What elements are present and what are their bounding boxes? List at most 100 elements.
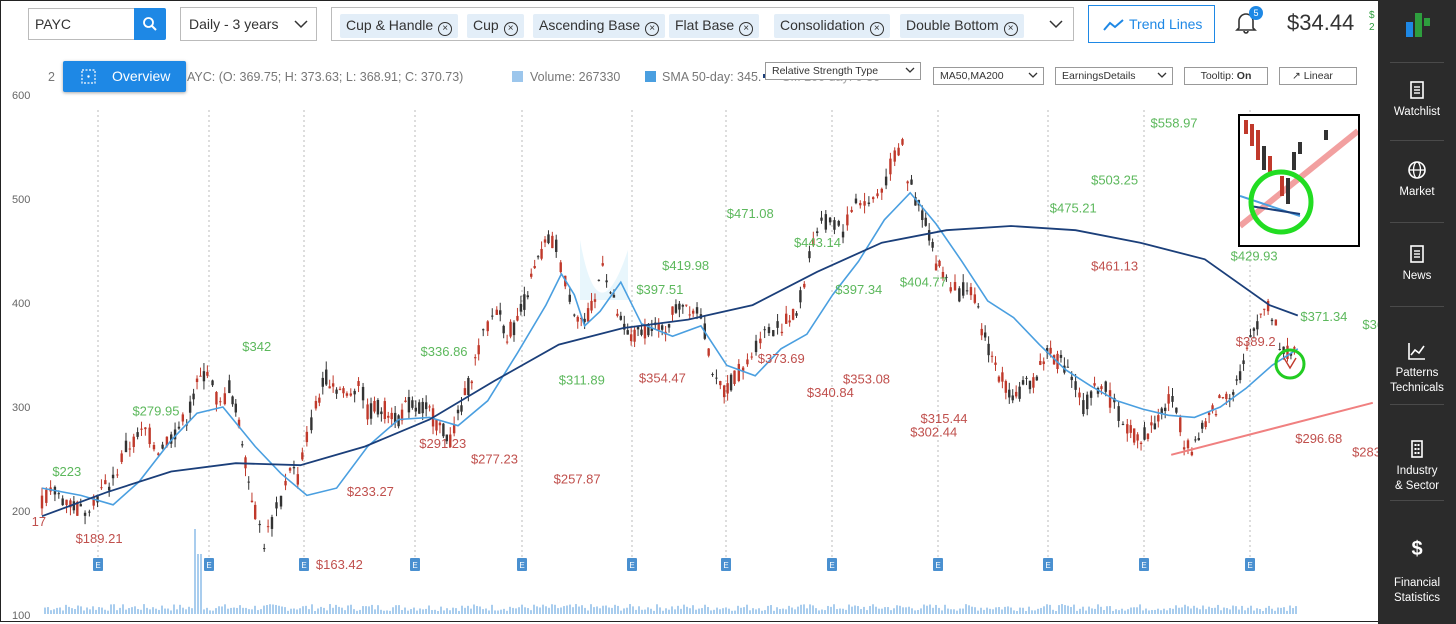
remove-chip-icon[interactable]: × <box>645 22 660 36</box>
candle-body <box>691 310 695 314</box>
candle-body <box>636 326 640 330</box>
sidebar-item-industry[interactable]: Industry & Sector <box>1378 424 1456 509</box>
candle-body <box>1153 423 1157 430</box>
pattern-chip-cup[interactable]: Cup × <box>467 14 524 38</box>
scale-toggle[interactable]: ↗ Linear <box>1279 67 1357 85</box>
candle-body <box>1266 300 1270 312</box>
volume-bar <box>614 604 616 614</box>
volume-bar <box>167 608 169 614</box>
candle-body <box>803 283 806 288</box>
pattern-thumbnail[interactable] <box>1238 114 1360 247</box>
candle-body <box>456 409 460 414</box>
candle-body <box>850 209 853 212</box>
candle-body <box>1235 379 1238 381</box>
candle-body <box>1146 433 1150 439</box>
volume-bar <box>1202 605 1204 614</box>
candle-body <box>96 494 99 503</box>
pattern-filter[interactable]: Cup & Handle × Cup × Ascending Base × Flat … <box>331 7 1074 41</box>
search-button[interactable] <box>134 8 166 40</box>
earnings-details-select[interactable]: EarningsDetails <box>1055 67 1173 85</box>
candle-body <box>647 323 650 336</box>
earnings-marker-box <box>204 558 214 571</box>
candle-body <box>795 313 798 316</box>
sidebar-item-financial[interactable]: $ Financial Statistics <box>1378 522 1456 621</box>
low-price-label: $353.08 <box>843 372 890 387</box>
volume-bar <box>422 609 424 614</box>
moving-average-select[interactable]: MA50,MA200 <box>933 67 1044 85</box>
price-chart[interactable]: 100 200 300 400 500 600 E E E E E E E E E E E E $223 $279.9… <box>0 50 1378 622</box>
remove-chip-icon[interactable]: × <box>503 22 518 36</box>
volume-bar <box>443 610 445 614</box>
volume-bar <box>398 605 400 614</box>
volume-bar <box>602 605 604 614</box>
volume-bar <box>758 608 760 614</box>
volume-bar <box>962 608 964 614</box>
volume-bar <box>203 609 205 614</box>
volume-bar <box>1091 608 1093 614</box>
volume-bar <box>1022 607 1024 614</box>
tooltip-toggle[interactable]: Tooltip: On <box>1184 67 1268 85</box>
pattern-chip-double-bottom[interactable]: Double Bottom × <box>900 14 1024 38</box>
trend-lines-button[interactable]: Trend Lines <box>1088 5 1215 43</box>
candle-body <box>711 374 714 376</box>
volume-bar <box>629 604 631 614</box>
volume-bar <box>1280 607 1282 614</box>
chevron-down-icon[interactable] <box>1049 19 1063 29</box>
candle-body <box>1221 397 1225 399</box>
sidebar-item-market[interactable]: Market <box>1378 160 1456 200</box>
candle-body <box>366 404 369 420</box>
remove-chip-icon[interactable]: × <box>1003 22 1018 36</box>
volume-bar <box>1277 607 1279 614</box>
volume-bar <box>644 609 646 614</box>
candle-body <box>938 260 941 266</box>
low-price-label: $233.27 <box>347 484 394 499</box>
high-price-label: $503.25 <box>1091 173 1138 188</box>
relative-strength-select[interactable]: Relative Strength Type <box>765 62 921 80</box>
earnings-marker-box <box>933 558 943 571</box>
volume-bar <box>689 608 691 614</box>
volume-bar <box>278 605 280 614</box>
volume-bar <box>896 605 898 614</box>
volume-bar <box>512 607 514 614</box>
y-tick-label: 600 <box>12 90 30 102</box>
candle-body <box>104 480 107 485</box>
candle-body <box>897 147 900 156</box>
candle-body <box>92 496 95 506</box>
symbol-search-input[interactable] <box>28 8 134 40</box>
volume-bar <box>518 607 520 614</box>
pattern-chip-flat-base[interactable]: Flat Base × <box>669 14 760 38</box>
volume-bar <box>266 604 268 614</box>
sidebar-item-news[interactable]: News <box>1378 244 1456 284</box>
sidebar-item-label: Watchlist <box>1393 106 1441 118</box>
volume-bar <box>515 608 517 614</box>
period-select[interactable]: Daily - 3 years <box>180 7 317 41</box>
volume-bar <box>506 610 508 614</box>
volume-bar <box>1220 610 1222 614</box>
candle-body <box>100 487 103 489</box>
volume-bar <box>128 608 130 614</box>
volume-bar <box>302 606 304 614</box>
sidebar-item-watchlist[interactable]: Watchlist <box>1378 80 1456 120</box>
sidebar-item-patterns[interactable]: Patterns Technicals <box>1378 326 1456 411</box>
remove-chip-icon[interactable]: × <box>869 22 884 36</box>
candle-body <box>1278 349 1281 351</box>
candle-body <box>195 378 199 383</box>
overview-button[interactable]: Overview <box>63 61 186 92</box>
volume-bar <box>1130 607 1132 614</box>
candle-body <box>1129 425 1132 433</box>
volume-bar <box>1289 605 1291 614</box>
candle-body <box>132 436 135 447</box>
remove-chip-icon[interactable]: × <box>438 22 453 36</box>
volume-bar <box>1292 607 1294 614</box>
volume-bar <box>1211 607 1213 614</box>
candle-body <box>987 343 990 356</box>
volume-bar <box>326 610 328 614</box>
earnings-marker: E <box>412 561 417 570</box>
pattern-chip-ascending-base[interactable]: Ascending Base × <box>533 14 666 38</box>
pattern-chip-cup-handle[interactable]: Cup & Handle × <box>340 14 459 38</box>
candle-body <box>1194 439 1197 441</box>
remove-chip-icon[interactable]: × <box>739 22 754 36</box>
candle-body <box>486 321 489 332</box>
pattern-chip-consolidation[interactable]: Consolidation × <box>774 14 890 38</box>
volume-bar <box>968 605 970 614</box>
